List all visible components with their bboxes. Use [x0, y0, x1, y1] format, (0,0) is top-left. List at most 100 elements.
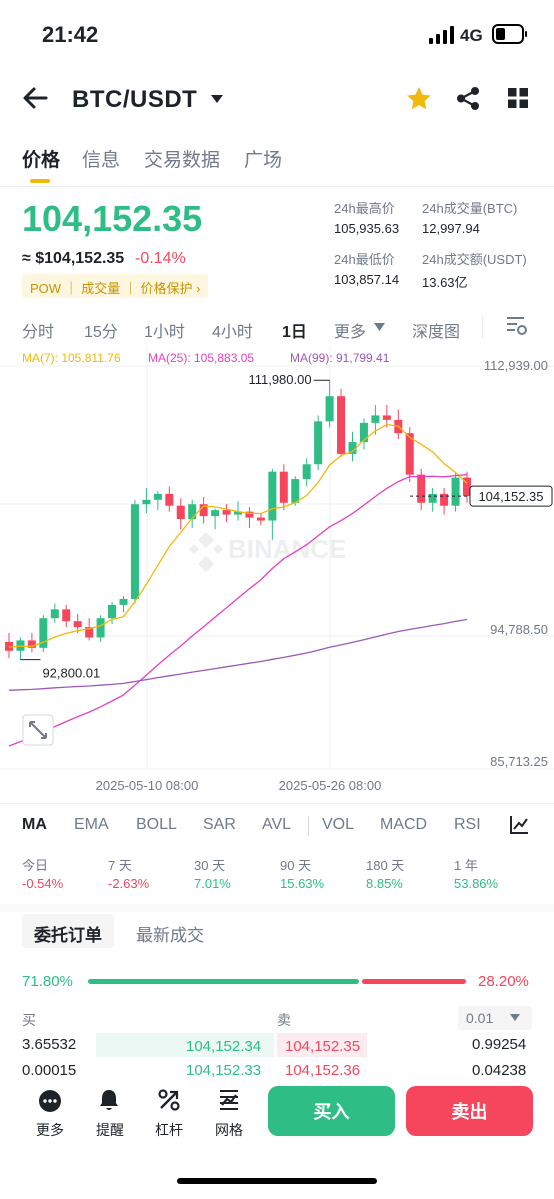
- nav-grid[interactable]: 网格: [215, 1122, 243, 1138]
- indicator-avl[interactable]: AVL: [262, 816, 292, 833]
- nav-alert[interactable]: 提醒: [96, 1122, 124, 1138]
- stat-vol-usdt: 13.63亿: [422, 275, 468, 290]
- stat-high-label: 24h最高价: [334, 201, 395, 216]
- candle-body: [50, 609, 59, 619]
- x-label-2: 2025-05-26 08:00: [279, 778, 382, 793]
- indicator-vol[interactable]: VOL: [322, 816, 355, 833]
- ask-qty-1: 0.99254: [472, 1036, 527, 1053]
- ask-price-1[interactable]: 104,152.35: [285, 1038, 361, 1055]
- leverage-icon[interactable]: [158, 1089, 180, 1111]
- ask-depth-bar: [277, 1033, 367, 1057]
- ma25-line: [8, 474, 468, 747]
- tab-price[interactable]: 价格: [22, 150, 61, 171]
- buy-button[interactable]: 买入: [268, 1086, 395, 1136]
- ask-price-2[interactable]: 104,152.36: [285, 1062, 361, 1079]
- tf-more[interactable]: 更多: [334, 324, 367, 341]
- tab-square[interactable]: 广场: [244, 150, 283, 171]
- perf-7d-value: -2.63%: [108, 876, 150, 891]
- perf-today-value: -0.54%: [22, 876, 64, 891]
- tab-recent-trades[interactable]: 最新成交: [136, 926, 204, 945]
- last-price-marker: 104,152.35: [410, 485, 553, 507]
- candle-body: [268, 471, 277, 521]
- tab-info[interactable]: 信息: [82, 150, 121, 171]
- chevron-down-icon[interactable]: [210, 94, 224, 104]
- indicator-rsi[interactable]: RSI: [454, 816, 481, 833]
- indicator-ema[interactable]: EMA: [74, 816, 109, 833]
- sell-button[interactable]: 卖出: [406, 1086, 533, 1136]
- pair-title[interactable]: BTC/USDT: [72, 86, 198, 113]
- more-caret-icon[interactable]: [374, 323, 385, 331]
- tab-order-book[interactable]: 委托订单: [22, 914, 114, 948]
- ma99-legend: MA(99): 91,799.41: [290, 351, 390, 365]
- favorite-star-icon[interactable]: [406, 86, 432, 111]
- perf-1y-value: 53.86%: [454, 876, 499, 891]
- tf-divider: [482, 316, 483, 338]
- network-type: 4G: [460, 26, 483, 45]
- ma99-line: [8, 618, 468, 691]
- y-axis-labels: 112,939.00 94,788.50 85,713.25: [484, 358, 548, 769]
- chart-divider: [0, 803, 554, 804]
- indicator-sar[interactable]: SAR: [203, 816, 236, 833]
- perf-1y-label: 1 年: [454, 858, 478, 873]
- candle-body: [153, 493, 162, 500]
- tag-row[interactable]: POW ｜ 成交量 ｜ 价格保护 ›: [22, 274, 209, 298]
- status-time: 21:42: [42, 22, 99, 47]
- ask-qty-2: 0.04238: [472, 1062, 527, 1079]
- ma7-legend: MA(7): 105,811.76: [22, 351, 121, 365]
- ma-lines-group: [8, 423, 468, 747]
- tf-4h[interactable]: 4小时: [212, 324, 253, 341]
- back-arrow-icon[interactable]: [22, 86, 48, 110]
- high-annotation: 111,980.00: [248, 372, 330, 387]
- candle-body: [291, 479, 300, 503]
- indicator-macd[interactable]: MACD: [380, 816, 428, 833]
- precision-caret-icon: [510, 1014, 520, 1021]
- share-icon[interactable]: [456, 86, 480, 111]
- precision-value: 0.01: [466, 1010, 494, 1026]
- indicator-boll[interactable]: BOLL: [136, 816, 177, 833]
- chart-settings-icon[interactable]: [506, 316, 528, 336]
- candle-body: [382, 415, 391, 420]
- signal-icon: [429, 26, 454, 44]
- tf-15m[interactable]: 15分: [84, 324, 118, 341]
- candle-body: [256, 517, 265, 521]
- grid-bot-icon[interactable]: [218, 1089, 240, 1111]
- candle-body: [27, 640, 36, 648]
- y-label-bottom: 85,713.25: [490, 754, 548, 769]
- stat-vol-btc-label: 24h成交量(BTC): [422, 201, 518, 216]
- candle-body: [337, 396, 346, 454]
- candle-body: [417, 474, 426, 503]
- indicator-settings-icon[interactable]: [509, 815, 529, 835]
- nav-more[interactable]: 更多: [36, 1122, 64, 1138]
- candle-body: [405, 433, 414, 475]
- perf-today-label: 今日: [22, 858, 49, 873]
- indicator-ma[interactable]: MA: [22, 816, 47, 833]
- home-indicator: [177, 1178, 377, 1184]
- tf-1h[interactable]: 1小时: [144, 324, 185, 341]
- tab-trading-data[interactable]: 交易数据: [144, 150, 221, 171]
- tf-line[interactable]: 分时: [22, 324, 55, 341]
- fullscreen-button[interactable]: [22, 714, 54, 746]
- candle-body: [130, 504, 139, 599]
- more-dots-icon[interactable]: [38, 1089, 62, 1113]
- candle-body: [234, 511, 242, 515]
- candle-body: [73, 621, 82, 628]
- bid-qty-1: 3.65532: [22, 1036, 77, 1053]
- ma25-legend: MA(25): 105,883.05: [148, 351, 255, 365]
- grid-menu-icon[interactable]: [508, 88, 528, 108]
- last-price: 104,152.35: [22, 198, 203, 239]
- candle-body: [428, 493, 437, 503]
- tf-1d[interactable]: 1日: [282, 324, 307, 341]
- bid-price-2[interactable]: 104,152.33: [186, 1062, 262, 1079]
- precision-select[interactable]: 0.01: [458, 1006, 532, 1030]
- tab-active-indicator: [30, 179, 50, 183]
- perf-180d-value: 8.85%: [366, 876, 403, 891]
- candlestick-chart[interactable]: BINANCE 112,939.00 94,788.50 85,713.25 2…: [0, 346, 554, 801]
- candle-body: [314, 421, 323, 465]
- candle-body: [188, 504, 197, 520]
- tf-depth[interactable]: 深度图: [412, 324, 461, 341]
- low-annotation-label: 92,800.01: [42, 666, 100, 681]
- candle-body: [359, 422, 368, 443]
- nav-leverage[interactable]: 杠杆: [155, 1122, 183, 1138]
- bid-price-1[interactable]: 104,152.34: [186, 1038, 262, 1055]
- bell-icon[interactable]: [98, 1088, 120, 1113]
